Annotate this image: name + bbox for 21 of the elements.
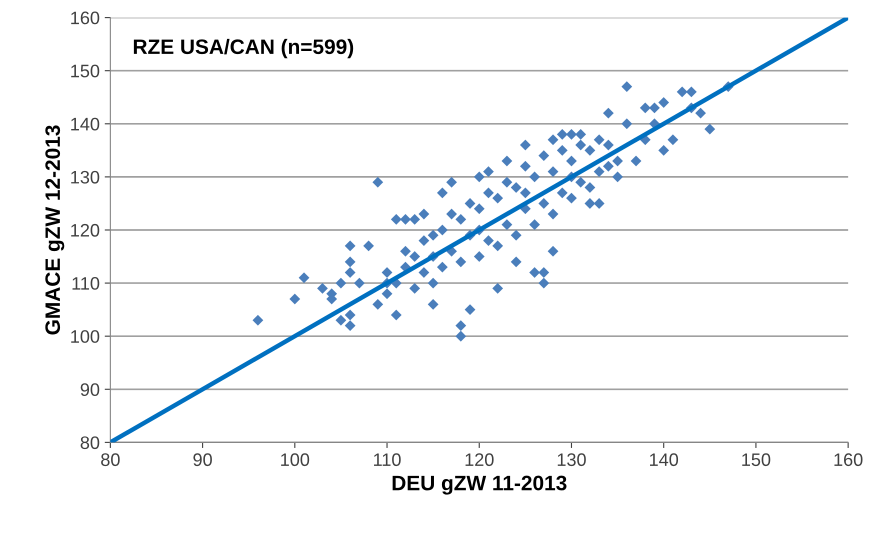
y-axis-title: GMACE gZW 12-2013 [45,125,64,334]
x-tick-label: 120 [466,453,494,466]
y-tick-label: 110 [72,277,100,290]
x-tick-label: 150 [742,453,770,466]
x-tick-label: 140 [650,453,678,466]
annotation: RZE USA/CAN (n=599) [134,38,354,58]
y-tick-label: 120 [71,224,100,237]
x-tick-label: 110 [374,453,401,466]
x-tick-label: 130 [558,453,586,466]
y-tick-label: 150 [71,64,100,78]
y-tick-label: 80 [80,436,100,450]
y-tick-label: 100 [71,330,100,343]
x-tick-label: 90 [193,453,212,466]
y-tick-label: 160 [71,12,100,24]
y-tick-label: 90 [80,383,100,396]
y-tick-label: 130 [71,170,100,184]
y-tick-label: 140 [71,118,100,131]
x-tick-label: 160 [834,453,862,466]
x-tick-label: 80 [101,453,120,466]
x-axis-title: DEU gZW 11-2013 [392,476,566,495]
x-tick-label: 100 [281,453,310,466]
